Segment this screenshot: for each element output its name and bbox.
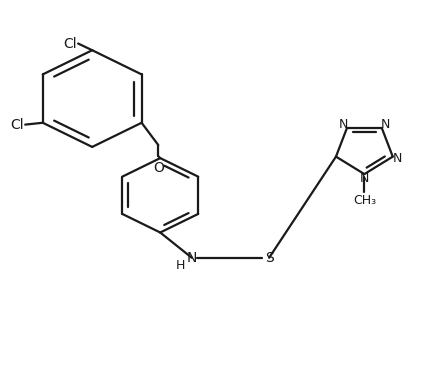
Text: O: O [152, 161, 163, 175]
Text: N: N [379, 118, 389, 131]
Text: N: N [338, 118, 348, 131]
Text: N: N [392, 151, 402, 164]
Text: Cl: Cl [10, 118, 24, 132]
Text: Cl: Cl [63, 36, 77, 51]
Text: N: N [186, 251, 197, 265]
Text: CH₃: CH₃ [352, 194, 375, 207]
Text: N: N [359, 172, 368, 185]
Text: H: H [176, 260, 185, 272]
Text: S: S [265, 251, 274, 265]
